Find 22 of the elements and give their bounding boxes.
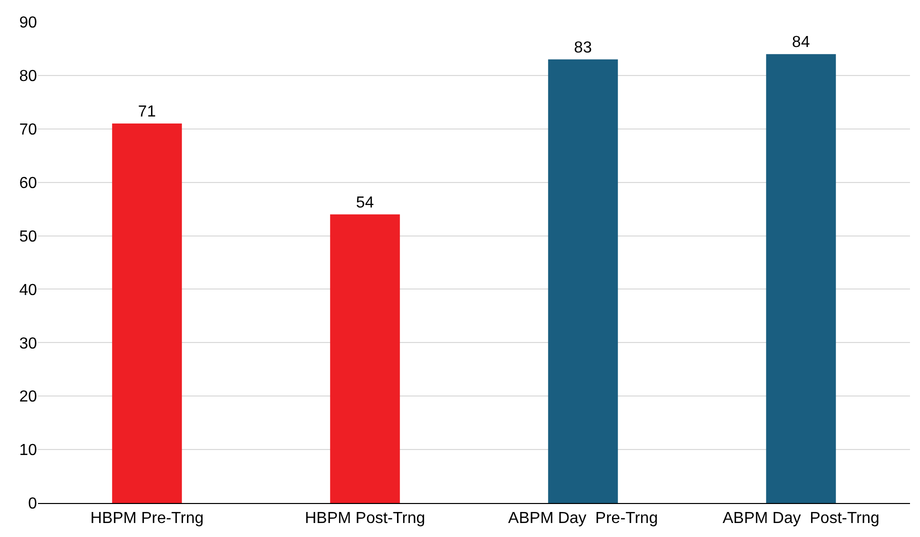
x-tick-label: ABPM Day Post-Trng — [722, 510, 880, 528]
bar — [548, 59, 618, 503]
y-tick-label: 60 — [19, 174, 38, 192]
bar — [766, 54, 836, 503]
data-label: 71 — [138, 104, 156, 121]
x-tick-label: HBPM Pre-Trng — [90, 510, 204, 528]
data-label: 83 — [574, 39, 592, 56]
y-tick-label: 70 — [19, 121, 38, 138]
y-tick-label: 20 — [19, 388, 38, 406]
y-tick-label: 90 — [19, 14, 38, 32]
y-tick-label: 50 — [19, 228, 38, 246]
y-tick-label: 30 — [19, 335, 38, 352]
bar — [330, 214, 400, 503]
bar — [112, 124, 182, 503]
data-label: 54 — [356, 194, 374, 212]
y-tick-label: 10 — [19, 442, 38, 460]
x-tick-label: ABPM Day Pre-Trng — [508, 510, 658, 528]
data-label: 84 — [792, 34, 810, 52]
y-tick-label: 80 — [19, 68, 38, 86]
x-tick-label: HBPM Post-Trng — [304, 510, 426, 528]
y-tick-label: 40 — [19, 282, 38, 299]
y-tick-label: 0 — [28, 496, 38, 513]
